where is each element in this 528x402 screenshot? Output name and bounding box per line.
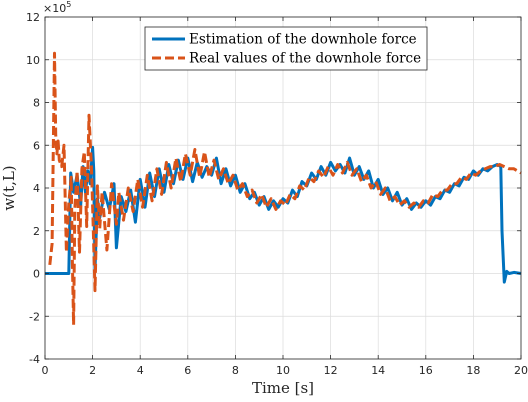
y-tick-label: 0 — [33, 268, 40, 281]
y-exponent-power: 5 — [66, 0, 71, 9]
series-line-real — [48, 51, 522, 327]
x-tick-label: 20 — [514, 364, 528, 377]
legend-label-estimation: Estimation of the downhole force — [189, 32, 417, 48]
y-axis-exponent: ×105 — [43, 0, 71, 15]
y-tick-label: 10 — [26, 54, 40, 67]
x-tick-label: 2 — [89, 364, 96, 377]
x-tick-label: 16 — [419, 364, 433, 377]
x-axis-label: Time [s] — [252, 379, 314, 397]
x-tick-label: 18 — [466, 364, 480, 377]
y-tick-label: 8 — [33, 97, 40, 110]
legend-label-real: Real values of the downhole force — [189, 51, 421, 67]
x-tick-label: 6 — [184, 364, 191, 377]
x-tick-label: 8 — [232, 364, 239, 377]
x-tick-label: 0 — [42, 364, 49, 377]
legend-box — [144, 26, 428, 71]
x-tick-label: 4 — [137, 364, 144, 377]
axis-ticks: 0 2 4 6 8 10 12 14 16 18 20 -4 -2 0 2 4 6 8 10 12 — [26, 11, 528, 377]
y-tick-label: -4 — [29, 353, 40, 366]
y-tick-label: 2 — [33, 225, 40, 238]
x-tick-label: 14 — [371, 364, 385, 377]
y-tick-label: 12 — [26, 11, 40, 24]
y-exponent-base: ×10 — [43, 2, 66, 15]
y-tick-label: 4 — [33, 182, 40, 195]
y-tick-label: 6 — [33, 139, 40, 152]
y-tick-label: -2 — [29, 310, 40, 323]
legend: Estimation of the downhole force Real va… — [144, 26, 428, 71]
x-tick-label: 10 — [276, 364, 290, 377]
plot-series — [45, 51, 522, 327]
x-tick-label: 12 — [324, 364, 338, 377]
y-axis-label: w(t,L) — [0, 165, 18, 210]
